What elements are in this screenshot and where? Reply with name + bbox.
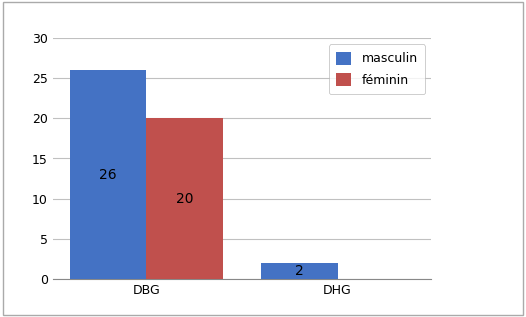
Text: 26: 26 xyxy=(99,168,117,182)
Bar xyxy=(146,118,223,279)
Legend: masculin, féminin: masculin, féminin xyxy=(329,44,425,94)
Bar xyxy=(70,70,146,279)
Text: 2: 2 xyxy=(295,264,304,278)
Bar xyxy=(261,263,338,279)
Text: 20: 20 xyxy=(176,192,194,206)
